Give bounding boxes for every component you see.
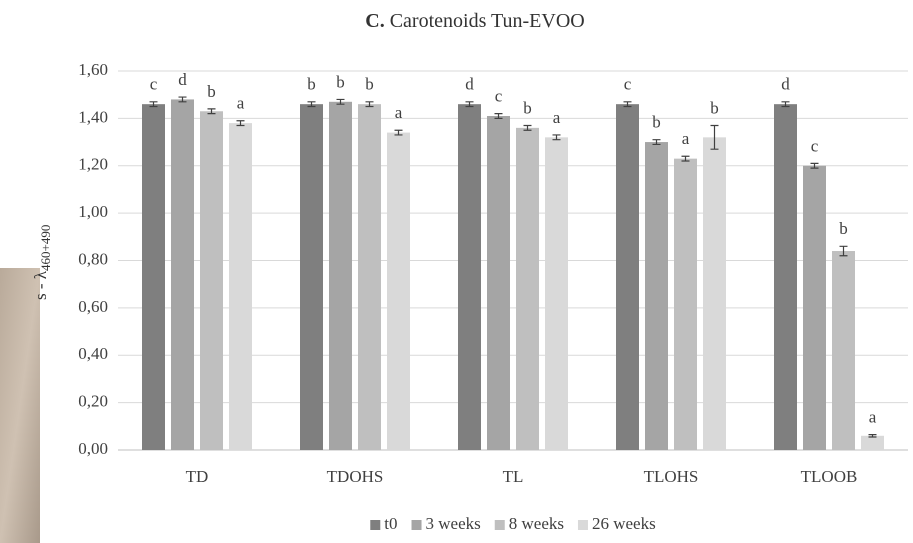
bar xyxy=(774,104,797,450)
error-bar xyxy=(868,434,877,438)
legend-swatch xyxy=(370,520,381,530)
significance-letter: b xyxy=(839,219,848,238)
y-tick-label: 0,00 xyxy=(78,439,108,458)
significance-letter: b xyxy=(710,98,719,117)
legend-label: t0 xyxy=(384,514,397,533)
bar xyxy=(861,435,884,450)
significance-letter: b xyxy=(652,113,661,132)
bar xyxy=(703,137,726,450)
bar xyxy=(545,137,568,450)
y-tick-label: 1,20 xyxy=(78,155,108,174)
error-bar xyxy=(336,98,345,105)
error-bar xyxy=(710,124,719,150)
title-text: Carotenoids Tun-EVOO xyxy=(390,10,585,32)
error-bar xyxy=(652,139,661,146)
bar xyxy=(200,111,223,451)
bar xyxy=(358,104,381,450)
legend-swatch xyxy=(411,520,422,530)
y-label-main: s - λ xyxy=(31,270,50,300)
error-bar xyxy=(207,108,216,115)
significance-letter: a xyxy=(869,408,877,427)
y-tick-label: 1,60 xyxy=(78,60,108,79)
legend-label: 8 weeks xyxy=(509,514,564,533)
significance-letter: b xyxy=(307,75,316,94)
error-bar xyxy=(781,101,790,108)
significance-letter: d xyxy=(178,70,187,89)
bar xyxy=(645,142,668,450)
y-tick-label: 1,00 xyxy=(78,202,108,221)
significance-letter: b xyxy=(336,72,345,91)
error-bar xyxy=(494,113,503,119)
bar xyxy=(803,165,826,450)
error-bar xyxy=(810,162,819,169)
error-bar xyxy=(236,120,245,127)
bar xyxy=(171,99,194,451)
legend-label: 3 weeks xyxy=(426,514,481,533)
significance-letter: a xyxy=(237,94,245,113)
significance-letter: a xyxy=(682,129,690,148)
significance-letter: d xyxy=(465,75,474,94)
x-tick-label: TLOHS xyxy=(644,467,699,486)
bar xyxy=(832,251,855,450)
y-tick-label: 0,60 xyxy=(78,297,108,316)
significance-letter: c xyxy=(150,75,158,94)
error-bar xyxy=(178,96,187,103)
legend-label: 26 weeks xyxy=(592,514,656,533)
error-bar xyxy=(552,134,561,141)
bar xyxy=(142,104,165,450)
y-tick-label: 0,20 xyxy=(78,392,108,411)
significance-letter: a xyxy=(553,108,561,127)
bar xyxy=(516,127,539,450)
significance-letter: c xyxy=(495,87,503,106)
legend-swatch xyxy=(577,520,588,530)
x-tick-label: TL xyxy=(503,467,524,486)
error-bar xyxy=(365,101,374,108)
bar xyxy=(300,104,323,450)
error-bar xyxy=(623,101,632,108)
y-tick-label: 0,40 xyxy=(78,344,108,363)
legend-swatch xyxy=(494,520,505,530)
bar xyxy=(674,158,697,451)
error-bar xyxy=(523,124,532,131)
error-bar xyxy=(465,101,474,108)
significance-letter: b xyxy=(207,82,216,101)
y-tick-label: 0,80 xyxy=(78,249,108,268)
significance-letter: b xyxy=(365,75,374,94)
y-tick-label: 1,40 xyxy=(78,107,108,126)
background-photo xyxy=(0,268,40,543)
bar xyxy=(487,116,510,450)
error-bar xyxy=(394,129,403,136)
x-tick-label: TD xyxy=(186,467,209,486)
significance-letter: c xyxy=(811,136,819,155)
error-bar xyxy=(307,101,316,108)
bar xyxy=(458,104,481,450)
significance-letter: b xyxy=(523,98,532,117)
significance-letter: d xyxy=(781,75,790,94)
error-bar xyxy=(149,101,158,108)
bar xyxy=(229,123,252,451)
x-tick-label: TDOHS xyxy=(327,467,384,486)
y-axis-label: s - λ460+490 xyxy=(31,225,53,300)
bar xyxy=(329,101,352,450)
significance-letter: c xyxy=(624,75,632,94)
chart-title: C. Carotenoids Tun-EVOO xyxy=(365,10,584,32)
significance-letter: a xyxy=(395,103,403,122)
x-tick-label: TLOOB xyxy=(801,467,858,486)
error-bar xyxy=(839,245,848,257)
y-label-sub: 460+490 xyxy=(38,225,53,271)
bar xyxy=(616,104,639,450)
bar xyxy=(387,132,410,450)
title-prefix: C. xyxy=(365,10,384,32)
error-bar xyxy=(681,155,690,162)
